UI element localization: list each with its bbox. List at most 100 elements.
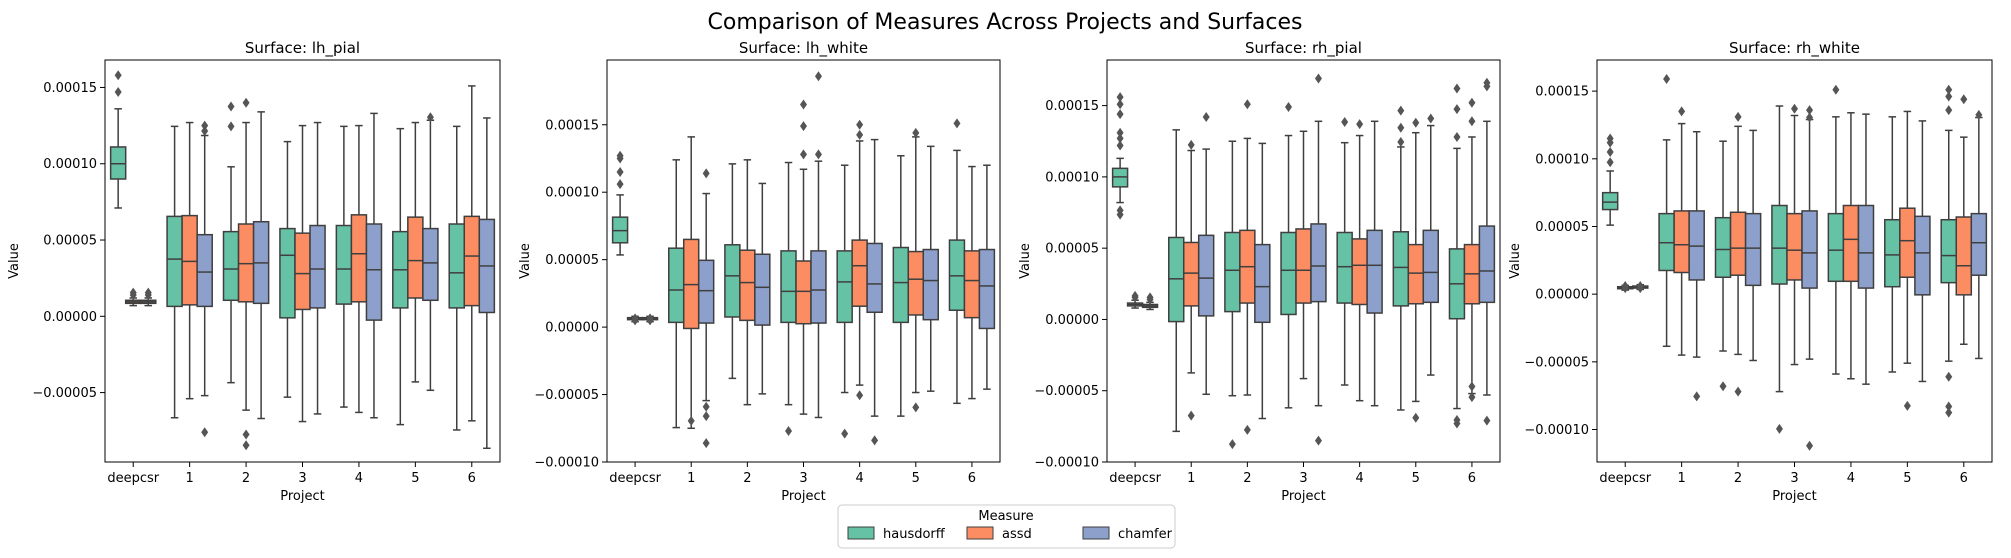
legend-title: Measure bbox=[978, 509, 1033, 524]
box-iqr bbox=[350, 214, 368, 303]
box-chamfer-6 bbox=[1970, 109, 1988, 360]
box-hausdorff-6 bbox=[448, 125, 466, 431]
axes-frame bbox=[104, 59, 501, 463]
subplot-4: Surface: rh_white −0.00010 −0.00005 0.00000… bbox=[1508, 39, 1993, 504]
outlier-point bbox=[687, 415, 695, 426]
x-tick-label: 1 bbox=[186, 471, 194, 486]
legend-swatch bbox=[1082, 526, 1110, 540]
outlier-point bbox=[1468, 392, 1476, 403]
outlier-point bbox=[1187, 139, 1195, 150]
box-iqr bbox=[463, 215, 481, 307]
outlier-point bbox=[114, 70, 122, 81]
box-hausdorff-3 bbox=[1771, 105, 1788, 434]
y-tick-label: 0.00005 bbox=[545, 253, 599, 268]
outlier-point bbox=[616, 150, 624, 161]
box-hausdorff-1 bbox=[166, 125, 183, 419]
box-iqr bbox=[1744, 212, 1762, 287]
box-iqr bbox=[1955, 216, 1973, 296]
box-iqr bbox=[181, 214, 198, 306]
x-tick-label: deepcsr bbox=[1109, 471, 1161, 486]
box-chamfer-2 bbox=[1254, 142, 1271, 420]
axes-frame bbox=[1596, 59, 1993, 463]
x-tick-label: deepcsr bbox=[609, 471, 661, 486]
y-tick-label: 0.00000 bbox=[1045, 313, 1099, 328]
box-hausdorff-2 bbox=[222, 101, 240, 384]
outlier-point bbox=[1356, 119, 1364, 130]
box-iqr bbox=[1786, 212, 1803, 281]
outlier-point bbox=[800, 149, 807, 160]
box-chamfer-4 bbox=[1366, 120, 1383, 407]
outlier-point bbox=[1806, 105, 1814, 116]
outlier-point bbox=[1606, 133, 1614, 144]
outlier-point bbox=[242, 97, 250, 108]
outlier-point bbox=[702, 438, 710, 449]
y-tick-label: 0.00000 bbox=[1535, 288, 1589, 303]
box-hausdorff-5 bbox=[1884, 116, 1901, 373]
outlier-point bbox=[1116, 109, 1124, 120]
box-iqr bbox=[1336, 231, 1353, 304]
outlier-point bbox=[1412, 117, 1420, 128]
outlier-point bbox=[1412, 412, 1420, 423]
box-iqr bbox=[1224, 231, 1241, 313]
box-iqr bbox=[1351, 238, 1368, 306]
legend-label: hausdorff bbox=[883, 527, 946, 542]
box-assd-1 bbox=[682, 136, 700, 430]
outlier-point bbox=[1116, 127, 1124, 138]
outlier-point bbox=[201, 125, 209, 136]
box-chamfer-4 bbox=[365, 112, 383, 419]
outlier-point bbox=[1719, 381, 1727, 392]
box-hausdorff-6 bbox=[1940, 84, 1958, 418]
subplot-title: Surface: lh_white bbox=[739, 39, 868, 58]
outlier-point bbox=[1468, 381, 1476, 392]
x-tick-label: 6 bbox=[968, 471, 976, 486]
figure-title: Comparison of Measures Across Projects a… bbox=[708, 10, 1303, 35]
box-chamfer-5 bbox=[422, 112, 439, 392]
x-tick-label: 1 bbox=[687, 471, 695, 486]
outlier-point bbox=[1606, 147, 1614, 158]
outlier-point bbox=[616, 166, 624, 177]
box-iqr bbox=[836, 250, 853, 324]
outlier-point bbox=[1945, 84, 1953, 95]
y-tick-label: −0.00005 bbox=[1524, 355, 1589, 370]
outlier-point bbox=[1397, 136, 1405, 147]
legend-swatch bbox=[847, 526, 875, 540]
outlier-point bbox=[800, 99, 807, 110]
y-tick-label: 0.00010 bbox=[1045, 170, 1099, 185]
box-hausdorff-deepcsr bbox=[1601, 133, 1619, 226]
box-iqr bbox=[1970, 212, 1988, 276]
box-hausdorff-1 bbox=[668, 159, 685, 429]
legend: Measure hausdorff assd chamfer bbox=[837, 504, 1176, 549]
legend-entry-chamfer: chamfer bbox=[1082, 526, 1173, 542]
x-axis-label: Project bbox=[1772, 489, 1816, 504]
box-iqr bbox=[668, 247, 685, 324]
box-hausdorff-deepcsr bbox=[611, 150, 629, 256]
box-iqr bbox=[407, 216, 424, 299]
box-iqr bbox=[335, 224, 353, 305]
outlier-point bbox=[1678, 106, 1686, 117]
outlier-point bbox=[242, 429, 250, 440]
box-iqr bbox=[1714, 216, 1732, 278]
outlier-point bbox=[856, 119, 864, 130]
outlier-point bbox=[800, 121, 807, 132]
y-axis-label: Value bbox=[1018, 243, 1033, 279]
x-axis-label: Project bbox=[781, 489, 825, 504]
outlier-point bbox=[631, 313, 639, 324]
box-assd-4 bbox=[350, 124, 368, 414]
x-tick-label: 2 bbox=[1243, 471, 1251, 486]
box-chamfer-1 bbox=[1197, 112, 1215, 396]
outlier-point bbox=[1453, 418, 1461, 429]
box-assd-4 bbox=[851, 119, 868, 401]
y-tick-label: 0.00015 bbox=[1045, 99, 1099, 114]
box-hausdorff-5 bbox=[392, 127, 409, 426]
y-tick-label: 0.00000 bbox=[43, 310, 97, 325]
outlier-point bbox=[1243, 424, 1251, 435]
box-hausdorff-6 bbox=[948, 118, 966, 405]
outlier-point bbox=[1427, 113, 1435, 124]
box-iqr bbox=[1601, 191, 1619, 211]
outlier-point bbox=[1187, 410, 1195, 421]
box-assd-3 bbox=[1786, 103, 1803, 366]
x-tick-label: 6 bbox=[468, 471, 476, 486]
x-axis-label: Project bbox=[280, 489, 324, 504]
x-tick-label: 1 bbox=[1678, 471, 1686, 486]
